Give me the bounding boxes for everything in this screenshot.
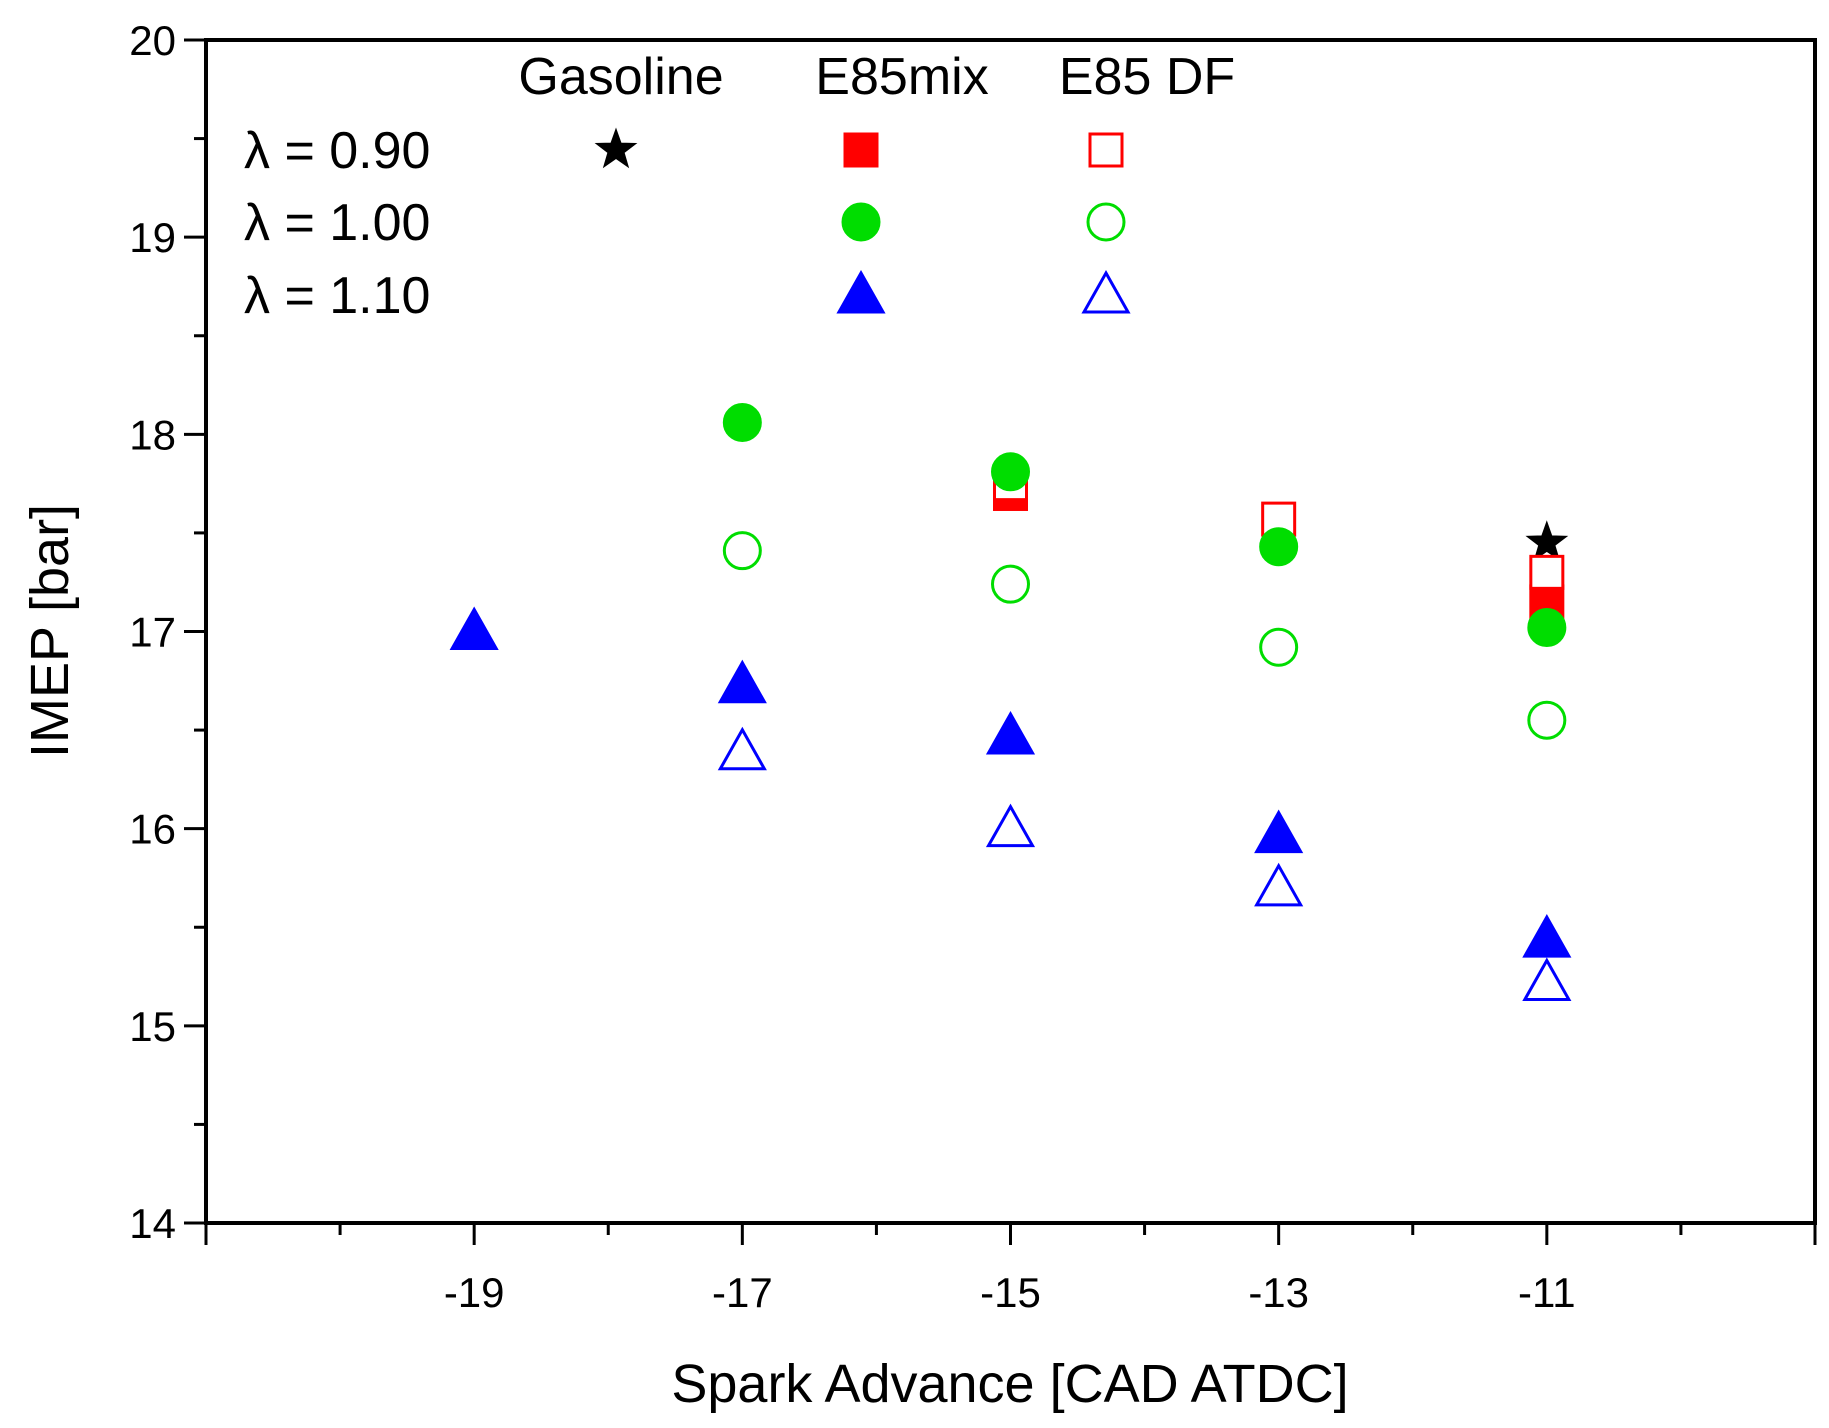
legend-row-label: λ = 0.90 <box>244 122 430 180</box>
data-point <box>722 531 762 571</box>
series-e85mix-1-10 <box>449 606 1572 958</box>
legend: Gasoline E85mix E85 DF λ = 0.90 λ = 1.00 λ = … <box>244 48 1235 325</box>
data-point <box>985 710 1036 755</box>
data-point <box>717 726 767 771</box>
data-point <box>1259 627 1299 667</box>
legend-marker <box>1088 132 1124 168</box>
data-point <box>1525 520 1569 562</box>
legend-marker <box>1081 269 1131 314</box>
data-point <box>449 606 499 650</box>
data-point <box>722 403 762 443</box>
legend-marker <box>836 269 886 314</box>
data-markers <box>449 403 1572 1001</box>
data-point <box>1259 527 1299 567</box>
legend-marker <box>843 132 879 168</box>
data-point <box>1527 608 1567 648</box>
y-tick-label: 19 <box>129 214 176 261</box>
legend-row-label: λ = 1.00 <box>244 194 430 252</box>
x-tick-label: -17 <box>712 1269 773 1316</box>
series-e85-df-1-00 <box>722 531 1567 740</box>
axis-ticks: 14 15 16 17 18 19 20 -19 -17 -15 -13 -11 <box>129 17 1817 1316</box>
y-tick-label: 15 <box>129 1003 176 1050</box>
legend-column-header: Gasoline <box>518 48 723 106</box>
legend-column-header: E85 DF <box>1059 48 1235 106</box>
data-point <box>1522 957 1572 1001</box>
y-axis-title: IMEP [bar] <box>20 504 80 758</box>
y-tick-label: 20 <box>129 17 176 64</box>
y-tick-label: 18 <box>129 411 176 458</box>
legend-column-header: E85mix <box>815 48 988 106</box>
data-point <box>1529 554 1565 590</box>
data-point <box>991 452 1030 492</box>
series-e85-df-1-10 <box>717 726 1572 1001</box>
series-e85mix-1-00 <box>722 403 1567 648</box>
data-point <box>717 659 767 704</box>
x-tick-label: -19 <box>444 1269 505 1316</box>
data-point <box>1254 809 1304 854</box>
data-point <box>1522 914 1572 958</box>
data-point <box>1254 862 1304 907</box>
x-tick-label: -15 <box>980 1269 1041 1316</box>
series-gasoline-0-90 <box>1525 520 1569 562</box>
data-point <box>991 564 1030 604</box>
x-axis-title: Spark Advance [CAD ATDC] <box>671 1354 1348 1414</box>
legend-marker <box>1086 202 1126 242</box>
data-point <box>985 803 1036 848</box>
x-tick-label: -13 <box>1248 1269 1309 1316</box>
y-tick-label: 14 <box>129 1200 176 1247</box>
data-point <box>1527 700 1567 740</box>
x-tick-label: -11 <box>1518 1269 1576 1316</box>
legend-marker <box>841 202 881 242</box>
y-tick-label: 16 <box>129 806 176 853</box>
legend-marker <box>594 127 638 169</box>
plot-frame <box>204 38 1817 1225</box>
y-tick-label: 17 <box>129 609 176 656</box>
legend-row-label: λ = 1.10 <box>244 267 430 325</box>
